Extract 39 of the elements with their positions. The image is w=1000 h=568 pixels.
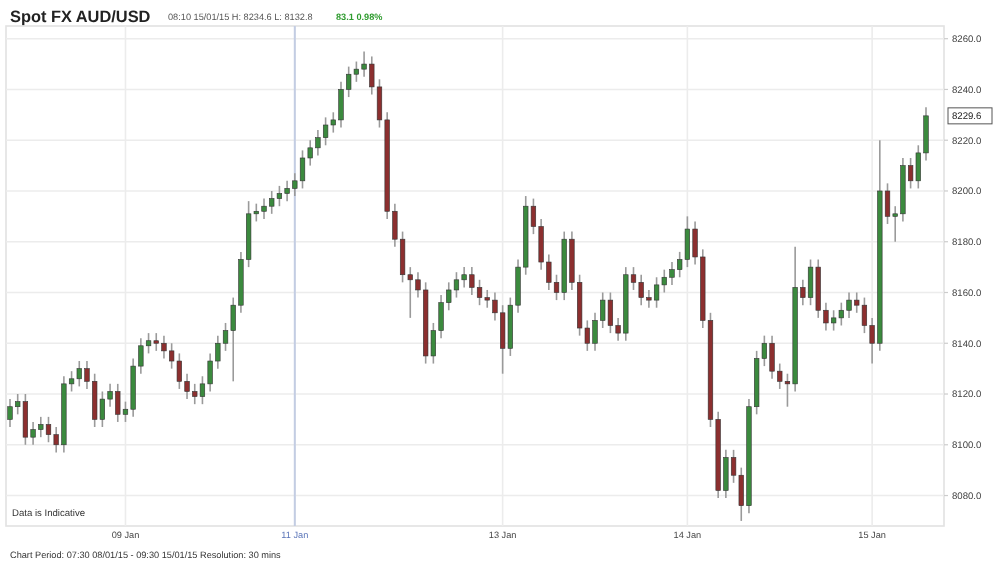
candlestick: [353, 60, 359, 83]
candlestick: [45, 416, 52, 444]
candlestick: [769, 334, 775, 380]
chart-title: Spot FX AUD/USD: [10, 8, 151, 26]
candlestick: [322, 116, 329, 147]
candlestick: [638, 273, 644, 306]
candlestick: [461, 266, 467, 289]
candlestick: [469, 266, 475, 296]
candlestick: [76, 360, 82, 388]
candlestick: [115, 383, 121, 423]
candlestick: [607, 291, 614, 334]
candlestick: [846, 291, 852, 319]
candlestick: [284, 180, 290, 202]
candlestick: [276, 185, 283, 207]
candlestick: [261, 197, 267, 220]
candlestick: [315, 129, 321, 157]
candlestick: [807, 258, 814, 306]
candlestick: [653, 276, 660, 309]
candlestick: [153, 332, 159, 352]
candlestick: [684, 215, 690, 268]
candlestick: [176, 352, 182, 390]
candlestick: [838, 301, 844, 327]
candlestick: [476, 279, 483, 306]
candlestick: [831, 309, 837, 332]
candlestick: [661, 268, 667, 294]
candlestick: [815, 258, 821, 319]
candlestick: [299, 149, 306, 190]
candlestick: [338, 81, 344, 129]
candlestick: [500, 304, 506, 375]
candlestick: [38, 416, 44, 438]
candlestick: [7, 398, 13, 428]
candlestick: [161, 334, 167, 360]
candlestick: [92, 372, 98, 428]
candlestick: [192, 383, 198, 405]
candlestick: [22, 393, 28, 446]
candlestick: [646, 289, 652, 309]
candlestick: [484, 289, 490, 309]
candlestick: [669, 261, 675, 286]
candlestick: [269, 190, 275, 215]
